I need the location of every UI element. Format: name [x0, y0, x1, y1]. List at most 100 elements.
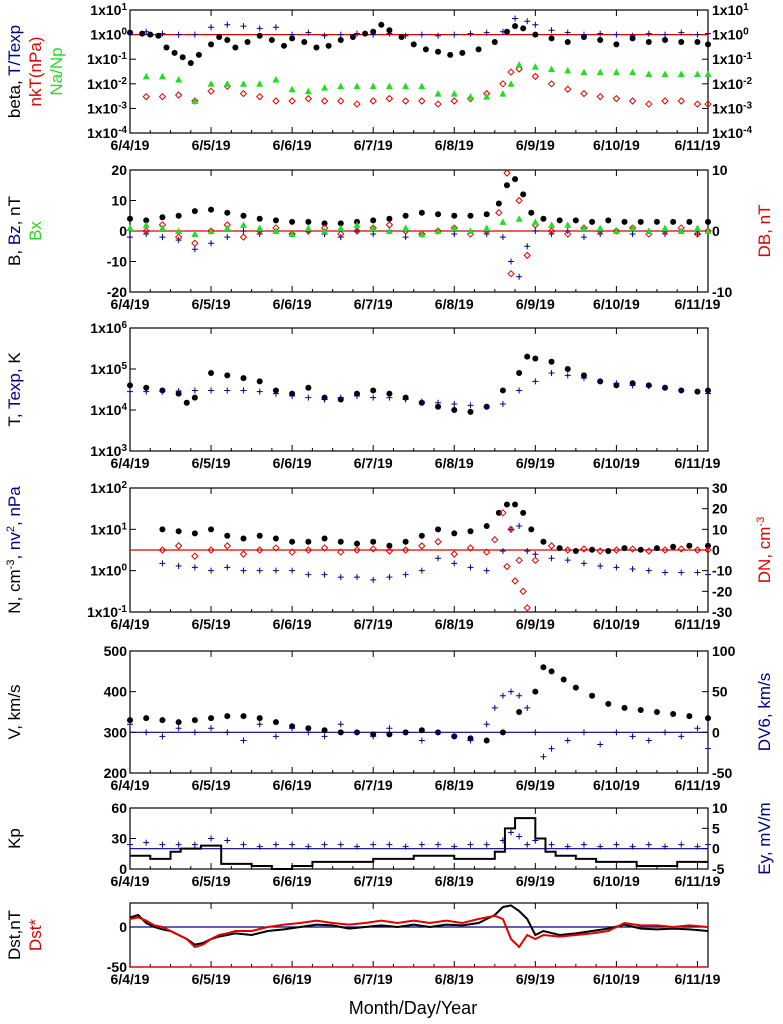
data-point: [402, 212, 409, 219]
data-point: [629, 224, 637, 231]
data-point: [304, 94, 313, 103]
data-point: [523, 604, 531, 612]
data-point: [451, 31, 458, 38]
y-tick-label: 1x10-3: [87, 100, 127, 117]
y-tick-label: -20: [107, 284, 127, 300]
plot-frame: [129, 807, 709, 870]
data-point: [531, 63, 539, 70]
data-point: [239, 89, 248, 98]
data-point: [143, 388, 150, 395]
data-point: [401, 97, 410, 105]
y-tick-label: 1x102: [90, 480, 127, 497]
data-point: [208, 41, 215, 48]
data-point: [386, 390, 393, 397]
x-tick-label: 6/6/19: [273, 873, 312, 889]
x-tick-label: 6/8/19: [435, 971, 474, 987]
data-point: [208, 206, 215, 213]
data-point: [386, 27, 393, 34]
y-axis-label-part-2: nT: [5, 196, 24, 216]
y-tick-label: 1x100: [90, 562, 127, 579]
data-point: [337, 97, 345, 105]
data-point: [597, 843, 604, 850]
y-tick-label-exponent: 6: [121, 320, 127, 331]
data-point: [467, 564, 474, 571]
data-point: [370, 217, 377, 224]
data-point: [499, 837, 506, 844]
data-point: [239, 80, 247, 87]
series-0: [129, 904, 709, 946]
data-point: [450, 90, 458, 97]
data-point: [256, 567, 263, 574]
data-point: [240, 535, 247, 542]
data-point: [305, 571, 312, 578]
y-tick-label: 0: [119, 861, 127, 877]
y-axis-label: Kp: [5, 828, 24, 849]
data-point: [418, 542, 426, 550]
data-point: [386, 30, 393, 37]
data-point: [386, 542, 393, 549]
data-point: [239, 550, 248, 558]
data-point: [629, 68, 637, 76]
y-axis-label-part-0: N, cm: [5, 569, 24, 613]
data-point: [289, 567, 296, 574]
y-tick-label-exponent: 1: [121, 2, 127, 13]
y2-tick-label: 1x10-2: [712, 75, 752, 92]
data-point: [256, 25, 263, 32]
data-point: [516, 833, 523, 840]
data-point: [532, 551, 539, 558]
data-point: [191, 239, 199, 247]
data-point: [435, 403, 442, 410]
data-point: [208, 715, 215, 722]
data-point: [353, 574, 360, 581]
x-tick-label: 6/6/19: [273, 616, 312, 632]
data-point: [548, 27, 555, 34]
data-point: [174, 91, 183, 99]
data-point: [127, 29, 133, 36]
x-tick-label: 6/4/19: [111, 971, 150, 987]
data-point: [678, 39, 685, 46]
data-point: [159, 234, 166, 241]
x-tick-label: 6/4/19: [111, 873, 150, 889]
data-point: [511, 577, 519, 585]
data-point: [244, 39, 251, 46]
data-point: [512, 176, 519, 183]
data-point: [597, 30, 604, 37]
data-point: [532, 378, 539, 385]
data-point: [127, 841, 133, 848]
data-point: [629, 843, 636, 850]
y-axis-label-part-2: K: [5, 352, 24, 364]
x-tick-label: 6/9/19: [516, 616, 555, 632]
y-tick-label: 30: [111, 831, 127, 847]
data-point: [491, 535, 499, 544]
data-point: [256, 32, 263, 39]
data-point: [613, 41, 620, 48]
data-point: [418, 532, 425, 539]
data-point: [369, 97, 377, 105]
y-axis-label-part-4: 2: [5, 526, 17, 532]
x-tick-label: 6/11/19: [674, 873, 720, 889]
data-point: [693, 224, 701, 231]
data-point: [516, 273, 523, 280]
data-point: [597, 562, 604, 569]
data-point: [589, 218, 596, 225]
data-point: [349, 33, 356, 40]
data-point: [451, 212, 458, 219]
data-point: [548, 221, 556, 228]
series-1: [159, 523, 711, 583]
data-point: [305, 843, 312, 850]
data-point: [589, 692, 596, 699]
data-point: [678, 841, 685, 848]
data-point: [127, 717, 133, 724]
y2-tick-label: -10: [712, 563, 732, 579]
data-point: [483, 403, 490, 410]
x-tick-label: 6/9/19: [516, 873, 555, 889]
data-point: [483, 224, 491, 231]
data-point: [523, 251, 531, 260]
data-point: [694, 569, 701, 576]
data-point: [435, 399, 442, 406]
data-point: [272, 75, 280, 83]
y-tick-label-exponent: 5: [121, 361, 127, 372]
x-tick-label: 6/4/19: [111, 616, 150, 632]
data-point: [191, 246, 198, 253]
data-point: [596, 547, 604, 555]
